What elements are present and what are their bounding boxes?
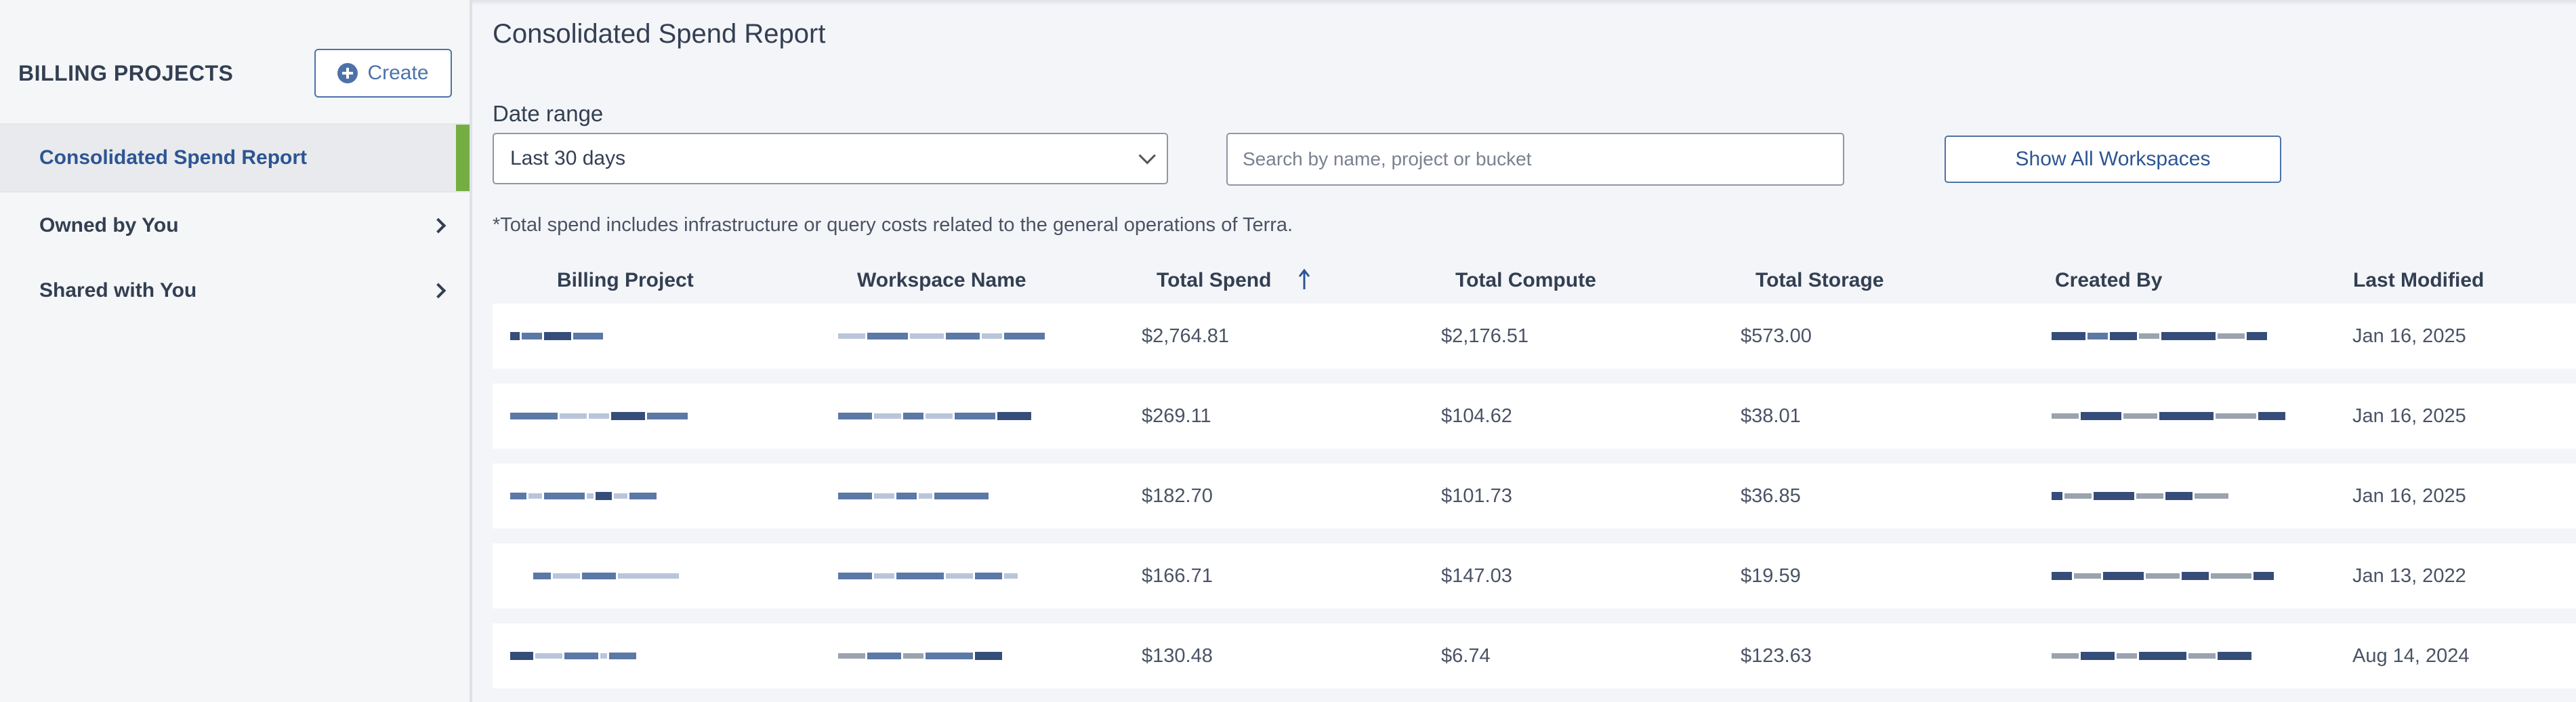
- last-modified-cell: Jan 16, 2025: [2352, 405, 2466, 427]
- last-modified-cell: Jan 16, 2025: [2352, 484, 2466, 507]
- table-row[interactable]: $182.70 $101.73 $36.85 Jan 16, 2025: [493, 463, 2576, 529]
- total-compute-cell: $6.74: [1441, 644, 1491, 667]
- total-spend-cell: $182.70: [1142, 484, 1213, 507]
- workspace-name-redacted[interactable]: [838, 463, 989, 529]
- sidebar: BILLING PROJECTS Create Consolidated Spe…: [0, 0, 472, 702]
- billing-project-redacted[interactable]: [510, 304, 603, 369]
- billing-project-redacted[interactable]: [510, 384, 688, 449]
- created-by-redacted: [2052, 384, 2285, 449]
- total-compute-cell: $101.73: [1441, 484, 1512, 507]
- column-header-total-storage[interactable]: Total Storage: [1756, 269, 1884, 291]
- sidebar-item-label: Shared with You: [39, 279, 197, 302]
- sidebar-item-label: Consolidated Spend Report: [39, 146, 308, 169]
- nav-divider: [0, 191, 470, 192]
- workspace-name-redacted[interactable]: [838, 384, 1031, 449]
- table-row[interactable]: $166.71 $147.03 $19.59 Jan 13, 2022: [493, 543, 2576, 608]
- top-shadow: [0, 0, 2576, 5]
- total-spend-cell: $130.48: [1142, 644, 1213, 667]
- total-compute-cell: $104.62: [1441, 405, 1512, 427]
- created-by-redacted: [2052, 543, 2274, 608]
- sidebar-item-label: Owned by You: [39, 214, 179, 236]
- chevron-down-icon: [1138, 147, 1156, 165]
- table-row[interactable]: $130.48 $6.74 $123.63 Aug 14, 2024: [493, 623, 2576, 688]
- sidebar-title: BILLING PROJECTS: [18, 60, 234, 85]
- date-range-value: Last 30 days: [510, 147, 626, 169]
- column-header-workspace-name[interactable]: Workspace Name: [857, 269, 1026, 291]
- created-by-redacted: [2052, 623, 2251, 688]
- last-modified-cell: Jan 16, 2025: [2352, 325, 2466, 347]
- total-storage-cell: $123.63: [1741, 644, 1812, 667]
- workspace-name-redacted[interactable]: [838, 623, 1002, 688]
- total-compute-cell: $2,176.51: [1441, 325, 1529, 347]
- sidebar-item-owned-by-you[interactable]: Owned by You: [0, 192, 470, 259]
- column-header-billing-project[interactable]: Billing Project: [557, 269, 694, 291]
- show-all-workspaces-button[interactable]: Show All Workspaces: [1945, 136, 2281, 183]
- created-by-redacted: [2052, 463, 2228, 529]
- table-row[interactable]: $2,764.81 $2,176.51 $573.00 Jan 16, 2025: [493, 304, 2576, 369]
- total-storage-cell: $573.00: [1741, 325, 1812, 347]
- total-spend-cell: $166.71: [1142, 564, 1213, 587]
- date-range-label: Date range: [493, 101, 604, 126]
- total-spend-cell: $269.11: [1142, 405, 1211, 427]
- create-label: Create: [367, 62, 429, 84]
- sort-ascending-icon[interactable]: [1297, 268, 1311, 291]
- sidebar-item-shared-with-you[interactable]: Shared with You: [0, 257, 470, 324]
- table-row[interactable]: $269.11 $104.62 $38.01 Jan 16, 2025: [493, 384, 2576, 449]
- page-title: Consolidated Spend Report: [493, 19, 826, 49]
- sidebar-header: BILLING PROJECTS Create: [18, 49, 452, 98]
- chevron-right-icon: [430, 283, 446, 299]
- workspace-name-redacted[interactable]: [838, 543, 1018, 608]
- last-modified-cell: Aug 14, 2024: [2352, 644, 2470, 667]
- total-spend-cell: $2,764.81: [1142, 325, 1230, 347]
- billing-project-redacted[interactable]: [533, 543, 679, 608]
- billing-project-redacted[interactable]: [510, 463, 657, 529]
- total-storage-cell: $38.01: [1741, 405, 1801, 427]
- plus-circle-icon: [337, 63, 358, 83]
- total-compute-cell: $147.03: [1441, 564, 1512, 587]
- column-header-created-by[interactable]: Created By: [2055, 269, 2163, 291]
- column-header-total-compute[interactable]: Total Compute: [1455, 269, 1596, 291]
- spend-note: *Total spend includes infrastructure or …: [493, 214, 1293, 236]
- column-header-total-spend[interactable]: Total Spend: [1157, 269, 1272, 291]
- total-storage-cell: $19.59: [1741, 564, 1801, 587]
- sidebar-item-consolidated-spend-report[interactable]: Consolidated Spend Report: [0, 125, 470, 191]
- nav-divider: [0, 123, 470, 125]
- column-header-last-modified[interactable]: Last Modified: [2353, 269, 2485, 291]
- chevron-right-icon: [430, 218, 446, 234]
- main-content: Consolidated Spend Report Date range Las…: [472, 0, 2576, 702]
- date-range-select[interactable]: Last 30 days: [493, 133, 1168, 184]
- created-by-redacted: [2052, 304, 2267, 369]
- workspace-name-redacted[interactable]: [838, 304, 1045, 369]
- billing-project-redacted[interactable]: [510, 623, 636, 688]
- search-input[interactable]: [1226, 133, 1844, 186]
- create-button[interactable]: Create: [314, 49, 452, 98]
- last-modified-cell: Jan 13, 2022: [2352, 564, 2466, 587]
- total-storage-cell: $36.85: [1741, 484, 1801, 507]
